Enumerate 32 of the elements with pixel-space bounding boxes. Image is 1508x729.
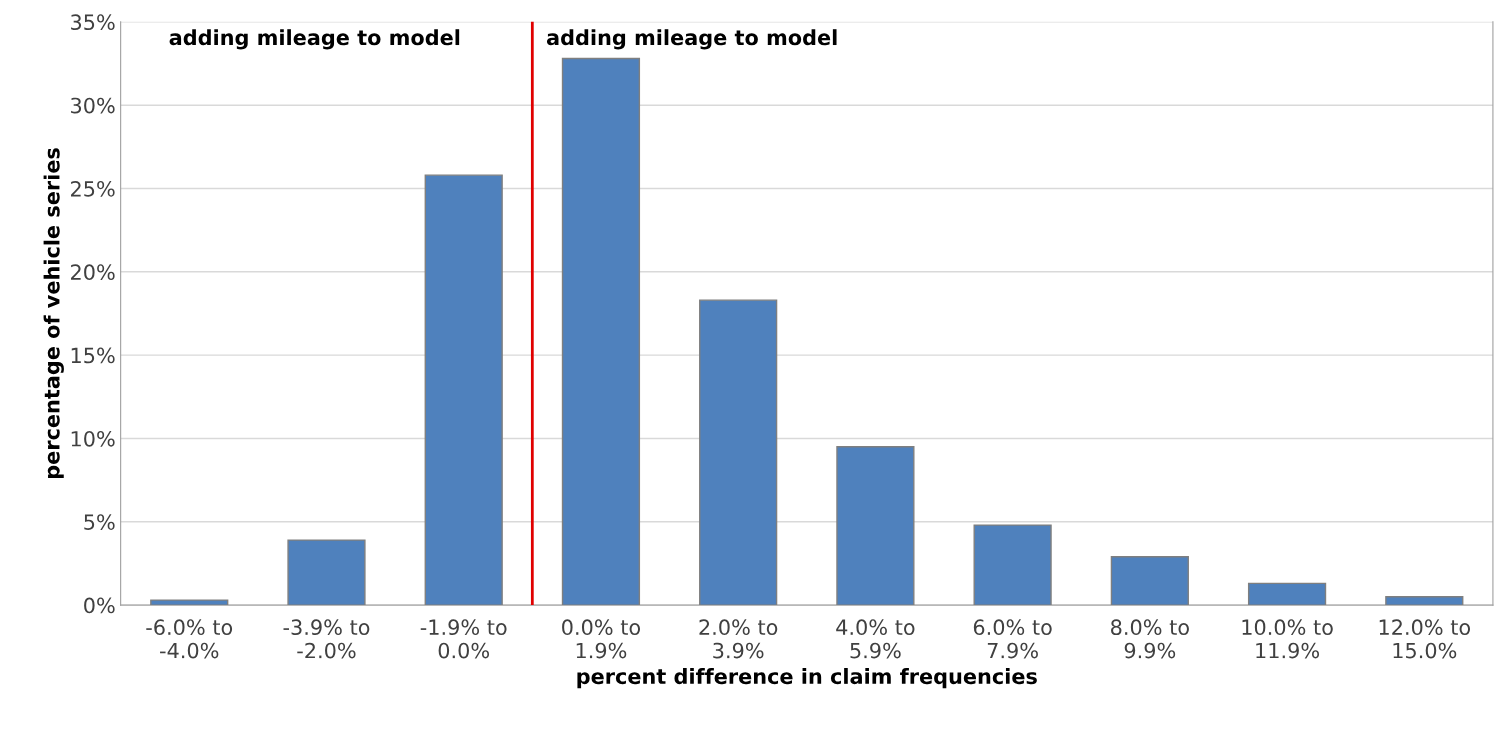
y-tick-label: 10% [71, 430, 115, 447]
x-tick-label: 6.0% to 7.9% [973, 619, 1052, 659]
x-tick-label: -1.9% to 0.0% [420, 619, 507, 659]
bar [1247, 582, 1327, 606]
x-tick-label: 12.0% to 15.0% [1379, 619, 1471, 659]
y-tick-label: 0% [84, 597, 115, 614]
x-tick-label: 0.0% to 1.9% [562, 619, 641, 659]
x-tick-label: -6.0% to -4.0% [146, 619, 233, 659]
bar [836, 446, 915, 606]
x-tick-label: 2.0% to 3.9% [699, 619, 778, 659]
bar [561, 57, 641, 606]
y-axis-title: percentage of vehicle series [43, 148, 64, 479]
x-tick-label: -3.9% to -2.0% [283, 619, 370, 659]
x-tick-label: 10.0% to 11.9% [1242, 619, 1333, 659]
y-tick-label: 20% [71, 264, 115, 281]
y-tick-label: 5% [84, 514, 115, 530]
annotation: adding mileage to model [546, 29, 837, 50]
x-tick-label: 4.0% to 5.9% [836, 619, 915, 659]
bar [1385, 596, 1464, 606]
y-tick-label: 15% [71, 347, 115, 364]
bar [287, 539, 366, 606]
bar [973, 524, 1052, 606]
x-tick-label: 8.0% to 9.9% [1111, 619, 1189, 659]
y-tick-label: 25% [71, 180, 115, 197]
y-tick-label: 30% [71, 97, 115, 114]
bar [699, 299, 778, 606]
bar [1110, 556, 1189, 606]
x-axis-title: percent difference in claim frequencies [577, 668, 1037, 689]
bar [424, 174, 503, 606]
bar [150, 599, 229, 606]
annotation: adding mileage to model [169, 29, 460, 50]
y-tick-label: 35% [71, 14, 115, 31]
